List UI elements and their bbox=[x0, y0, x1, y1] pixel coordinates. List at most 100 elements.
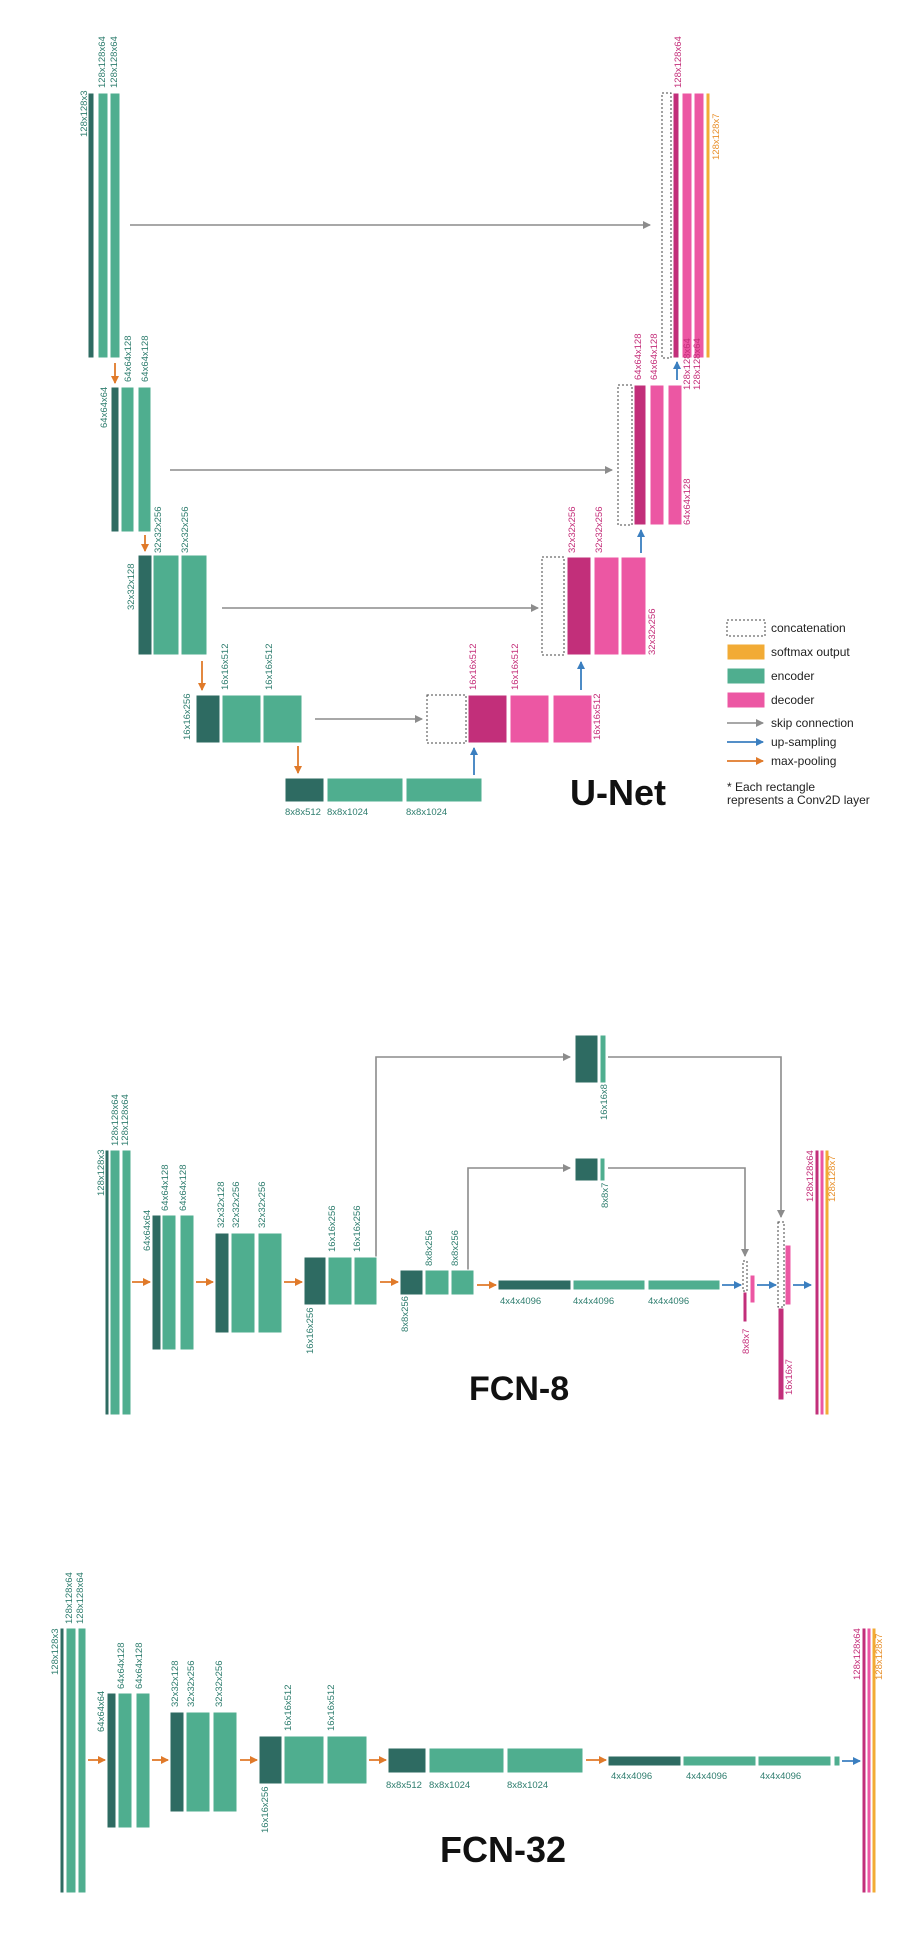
fcn8-enc1-conv1-block bbox=[109, 1149, 121, 1416]
fcn32-dec-conv1-block bbox=[861, 1627, 867, 1894]
output-shape-label: 128x128x7 bbox=[874, 1634, 885, 1680]
layer-shape-label: 16x16x512 bbox=[220, 644, 231, 690]
fcn8-up2-block bbox=[777, 1307, 785, 1401]
layer-shape-label: 8x8x512 bbox=[386, 1780, 422, 1791]
fcn32-enc3-conv1-block bbox=[185, 1711, 211, 1813]
layer-shape-label: 64x64x128 bbox=[123, 336, 134, 382]
output-shape-label: 128x128x7 bbox=[711, 114, 722, 160]
legend-decoder-swatch bbox=[726, 691, 766, 709]
layer-shape-label: 32x32x256 bbox=[231, 1182, 242, 1228]
layer-shape-label: 32x32x256 bbox=[647, 609, 658, 655]
unet-dec2-concat-block bbox=[617, 384, 633, 526]
layer-shape-label: 16x16x512 bbox=[326, 1685, 337, 1731]
unet-enc2-pool-block bbox=[110, 386, 120, 533]
fcn32-softmax-output-block bbox=[871, 1627, 877, 1894]
fcn8-fc2-block bbox=[572, 1279, 646, 1291]
fcn32-enc4-conv2-block bbox=[326, 1735, 368, 1785]
fcn32-enc3-pool-block bbox=[169, 1711, 185, 1813]
legend-maxpool-label: max-pooling bbox=[771, 754, 836, 768]
fcn32-title: FCN-32 bbox=[440, 1829, 566, 1870]
layer-shape-label: 4x4x4096 bbox=[760, 1771, 801, 1782]
fcn8-enc2-conv2-block bbox=[179, 1214, 195, 1351]
fcn8-pool4-score-block bbox=[574, 1034, 599, 1084]
layer-shape-label: 32x32x256 bbox=[214, 1661, 225, 1707]
layer-shape-label: 8x8x1024 bbox=[507, 1780, 548, 1791]
fcn32-enc1-input-block bbox=[59, 1627, 65, 1894]
fcn32-fc2-block bbox=[682, 1755, 757, 1767]
layer-shape-label: 32x32x256 bbox=[153, 507, 164, 553]
layer-shape-label: 128x128x64 bbox=[682, 338, 693, 390]
unet-dec1-conv0-block bbox=[672, 92, 680, 359]
layer-shape-label: 8x8x256 bbox=[400, 1296, 411, 1332]
unet-dec1-concat-block bbox=[661, 92, 672, 359]
layer-shape-label: 8x8x1024 bbox=[406, 807, 447, 818]
unet-dec4-conv2-block bbox=[552, 694, 593, 744]
unet-bottleneck-conv1-block bbox=[326, 777, 404, 803]
fcn8-pool3-score-conv-block bbox=[599, 1157, 606, 1182]
layer-shape-label: 128x128x64 bbox=[673, 36, 684, 88]
unet-enc3-conv1-block bbox=[152, 554, 180, 656]
layer-shape-label: 128x128x64 bbox=[109, 36, 120, 88]
unet-enc1-conv2-block bbox=[109, 92, 121, 359]
legend-softmax-label: softmax output bbox=[771, 645, 850, 659]
fcn8-title: FCN-8 bbox=[469, 1370, 569, 1408]
unet-enc2-conv2-block bbox=[137, 386, 152, 533]
legend-upsampling-label: up-sampling bbox=[771, 735, 836, 749]
fcn8-up1-block bbox=[742, 1291, 748, 1323]
unet-dec3-conv0-block bbox=[566, 556, 592, 656]
fcn32-score-block bbox=[833, 1755, 841, 1767]
output-shape-label: 128x128x7 bbox=[827, 1156, 838, 1202]
layer-shape-label: 128x128x64 bbox=[75, 1572, 86, 1624]
layer-shape-label: 32x32x256 bbox=[180, 507, 191, 553]
unet-bottleneck-pool-block bbox=[284, 777, 325, 803]
layer-shape-label: 128x128x64 bbox=[110, 1094, 121, 1146]
layer-shape-label: 128x128x64 bbox=[805, 1150, 816, 1202]
layer-shape-label: 16x16x256 bbox=[305, 1308, 316, 1354]
unet-enc4-pool-block bbox=[195, 694, 221, 744]
legend-encoder-swatch bbox=[726, 667, 766, 685]
fcn8-enc1-input-block bbox=[104, 1149, 110, 1416]
layer-shape-label: 8x8x256 bbox=[424, 1230, 435, 1266]
legend-decoder-label: decoder bbox=[771, 693, 814, 707]
fcn8-enc5-conv2-block bbox=[450, 1269, 475, 1296]
fcn32-enc5-conv1-block bbox=[428, 1747, 505, 1774]
fcn32-enc4-conv1-block bbox=[283, 1735, 325, 1785]
fcn8-pool3-score-block bbox=[574, 1157, 599, 1182]
layer-shape-label: 8x8x512 bbox=[285, 807, 321, 818]
fcn32-enc3-conv2-block bbox=[212, 1711, 238, 1813]
layer-shape-label: 128x128x64 bbox=[120, 1094, 131, 1146]
layer-shape-label: 64x64x64 bbox=[142, 1210, 153, 1251]
layer-shape-label: 64x64x64 bbox=[99, 387, 110, 428]
layer-shape-label: 8x8x1024 bbox=[327, 807, 368, 818]
unet-bottleneck-conv2-block bbox=[405, 777, 483, 803]
layer-shape-label: 128x128x3 bbox=[50, 1629, 61, 1675]
unet-enc1-conv1-block bbox=[97, 92, 109, 359]
fcn8-enc2-pool-block bbox=[151, 1214, 162, 1351]
fcn8-skip-pool3 bbox=[467, 1164, 571, 1270]
layer-shape-label: 8x8x7 bbox=[600, 1183, 611, 1208]
layer-shape-label: 32x32x256 bbox=[594, 507, 605, 553]
unet-enc1-input-block bbox=[87, 92, 95, 359]
fcn8-skip-to-up2 bbox=[608, 1056, 785, 1218]
layer-shape-label: 4x4x4096 bbox=[573, 1296, 614, 1307]
unet-softmax-output-block bbox=[705, 92, 711, 359]
fcn32-enc4-pool-block bbox=[258, 1735, 283, 1785]
fcn8-up1-concat-block bbox=[742, 1260, 748, 1292]
fcn8-fc1-block bbox=[497, 1279, 572, 1291]
fcn8-skip-pool4 bbox=[375, 1053, 571, 1257]
fcn8-enc4-conv1-block bbox=[327, 1256, 353, 1306]
legend-note-line1: * Each rectangle bbox=[727, 780, 815, 794]
layer-shape-label: 4x4x4096 bbox=[500, 1296, 541, 1307]
fcn32-enc1-conv1-block bbox=[65, 1627, 77, 1894]
layer-shape-label: 128x128x64 bbox=[97, 36, 108, 88]
layer-shape-label: 32x32x256 bbox=[186, 1661, 197, 1707]
layer-shape-label: 8x8x1024 bbox=[429, 1780, 470, 1791]
legend-note-line2: represents a Conv2D layer bbox=[727, 793, 870, 807]
unet-dec3-conv1-block bbox=[593, 556, 620, 656]
unet-dec1-conv2-block bbox=[693, 92, 705, 359]
unet-dec3-conv2-block bbox=[620, 556, 647, 656]
layer-shape-label: 4x4x4096 bbox=[686, 1771, 727, 1782]
fcn8-enc3-pool-block bbox=[214, 1232, 230, 1334]
layer-shape-label: 128x128x3 bbox=[79, 91, 90, 137]
